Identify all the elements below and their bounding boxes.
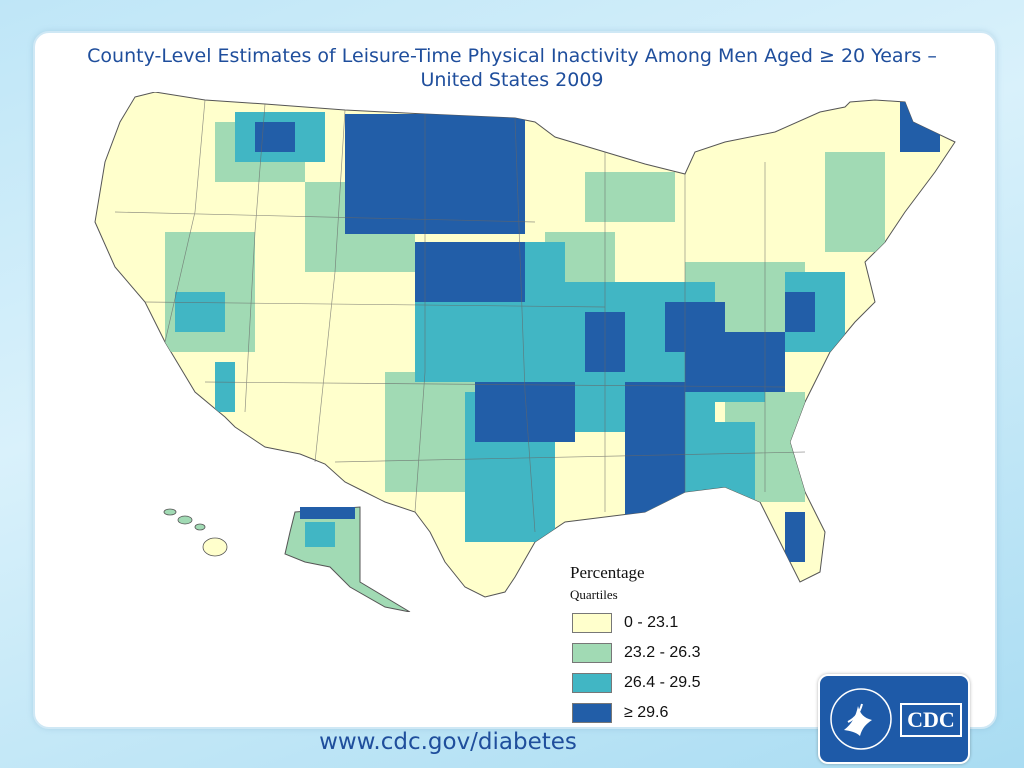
legend-swatch-3 [572, 673, 612, 693]
footer-url[interactable]: www.cdc.gov/diabetes [319, 729, 577, 755]
cdc-logo: CDC [818, 674, 970, 764]
cdc-logo-text: CDC [900, 703, 962, 737]
legend-item-quartile-1: 0 - 23.1 [572, 613, 792, 635]
hhs-eagle-icon [830, 688, 892, 750]
map-title: County-Level Estimates of Leisure-Time P… [0, 44, 1024, 92]
legend-label-2: 23.2 - 26.3 [624, 644, 701, 661]
legend-item-quartile-3: 26.4 - 29.5 [572, 673, 792, 695]
legend-label-1: 0 - 23.1 [624, 614, 679, 631]
state-borders [114, 99, 806, 533]
alaska-interior [305, 522, 335, 547]
legend-label-4-prefix: ≥ [624, 704, 633, 721]
legend-swatch-2 [572, 643, 612, 663]
us-county-map [94, 92, 956, 612]
legend-label-4-value: 29.6 [637, 704, 669, 721]
title-line-2: United States 2009 [420, 69, 604, 91]
hawaii-map [163, 508, 228, 557]
alaska-north-slope [300, 507, 355, 519]
legend-swatch-1 [572, 613, 612, 633]
legend: Percentage Quartiles 0 - 23.1 23.2 - 26.… [570, 563, 790, 723]
legend-label-4: ≥ 29.6 [624, 704, 668, 722]
quartile-4-regions [255, 102, 940, 562]
legend-heading: Percentage [570, 563, 645, 582]
legend-swatch-4 [572, 703, 612, 723]
alaska-map [284, 506, 411, 612]
legend-label-3: 26.4 - 29.5 [624, 674, 701, 691]
title-line-1: County-Level Estimates of Leisure-Time P… [87, 45, 937, 67]
legend-subheading: Quartiles [570, 587, 618, 602]
legend-item-quartile-4: ≥ 29.6 [572, 703, 792, 725]
legend-item-quartile-2: 23.2 - 26.3 [572, 643, 792, 665]
